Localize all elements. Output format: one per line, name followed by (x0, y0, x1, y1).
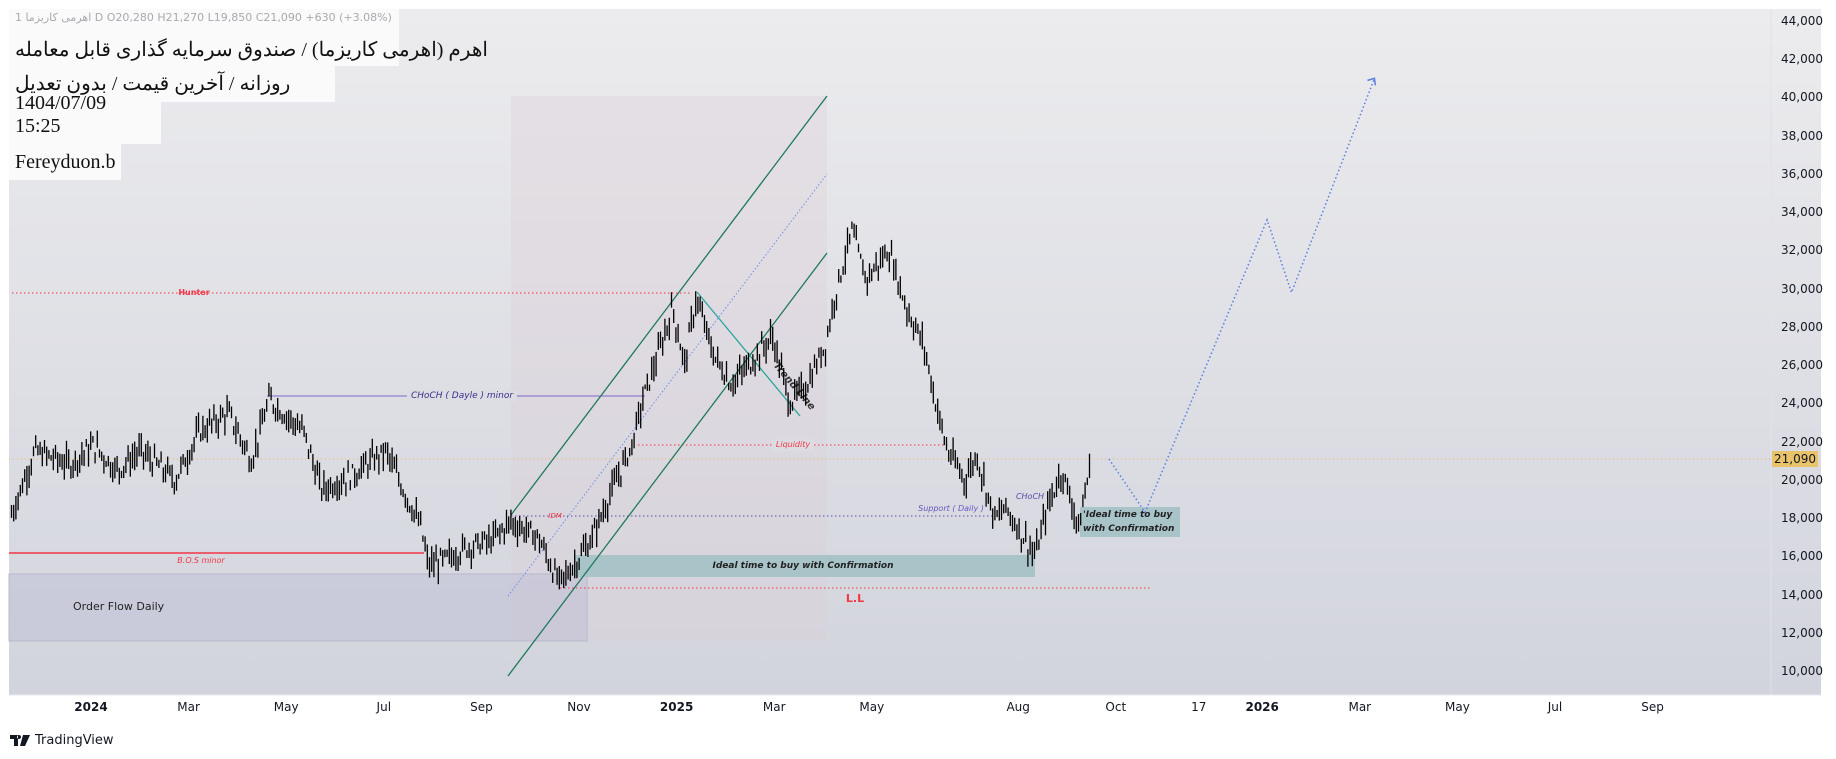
price-tick-label: 44,000 (1781, 14, 1823, 28)
price-tick-label: 12,000 (1781, 625, 1823, 640)
time-tick-label: 2025 (659, 700, 694, 714)
choch-minor-label: CHoCH ( Dayle ) minor (406, 390, 518, 402)
price-tick-label: 20,000 (1781, 472, 1823, 487)
legend-ohlc: اهرمی کاریزما 1 D O20,280 H21,270 L19,85… (15, 11, 392, 24)
choch-label: CHoCH (1015, 492, 1045, 501)
order-flow-box[interactable] (8, 573, 588, 642)
price-tick-label: 34,000 (1781, 205, 1823, 220)
legend-title: اهرم (اهرمی کاریزما) / صندوق سرمایه گذار… (15, 39, 488, 61)
time-tick-label: May (859, 700, 885, 714)
legend-subtitle: روزانه / آخرین قیمت / بدون تعدیل (15, 73, 291, 95)
price-tick-label: 10,000 (1781, 664, 1823, 678)
time-tick-label: May (273, 700, 299, 714)
ideal-buy-box[interactable] (574, 555, 1035, 577)
tradingview-wordmark: TradingView (35, 733, 114, 748)
time-tick-label: Sep (470, 700, 493, 714)
support-label: Support ( Daily ) (918, 504, 984, 513)
projection-arrow-icon (1367, 77, 1377, 86)
ideal-buy-small-line-2: with Confirmation (1083, 524, 1175, 534)
time-tick-label: Aug (1006, 700, 1030, 714)
order-flow-label: Order Flow Daily (73, 600, 165, 613)
price-tick-label: 38,000 (1781, 128, 1823, 143)
tradingview-icon (10, 735, 30, 746)
ideal-buy-small-label: 'Ideal time to buy with Confirmation (1083, 508, 1174, 536)
legend-title-box: اهرمی کاریزما 1 D O20,280 H21,270 L19,85… (9, 9, 488, 66)
time-tick-label: Sep (1641, 700, 1664, 714)
idm-label: IDM (548, 512, 562, 520)
price-tick-label: 16,000 (1781, 549, 1823, 564)
time-tick-label: May (1444, 700, 1470, 714)
price-tick-label: 18,000 (1781, 511, 1823, 526)
price-tick-label: 36,000 (1781, 166, 1823, 181)
price-tick-label: 40,000 (1781, 90, 1823, 105)
last-price-badge: 21,090 (1772, 451, 1818, 467)
channel-lower-line[interactable] (507, 252, 828, 677)
hunter-label: Hunter (178, 288, 210, 297)
legend-datetime-box: 1404/07/09 15:25 (9, 92, 161, 144)
channel-shade (511, 96, 827, 641)
price-tick-label: 32,000 (1781, 243, 1823, 258)
time-tick-label: 2024 (74, 700, 108, 714)
price-tick-label: 24,000 (1781, 396, 1823, 411)
bos-label: B.O.S minor (177, 556, 225, 565)
time-tick-label: 17 (1191, 700, 1207, 714)
legend-subtitle-box: روزانه / آخرین قیمت / بدون تعدیل (9, 66, 335, 102)
price-bars (10, 221, 1091, 590)
ideal-buy-small-line-1: 'Ideal time to buy (1083, 510, 1173, 520)
channel-upper-line[interactable] (510, 95, 828, 516)
price-tick-label: 30,000 (1781, 281, 1823, 296)
time-tick-label: Jul (1547, 700, 1563, 714)
time-tick-label: Mar (762, 700, 786, 714)
price-tick-label: 42,000 (1781, 52, 1823, 67)
time-tick-label: Nov (567, 700, 591, 714)
ideal-buy-label: Ideal time to buy with Confirmation (712, 561, 894, 571)
price-tick-label: 22,000 (1781, 434, 1823, 449)
legend-datetime: 1404/07/09 15:25 (15, 92, 107, 137)
ll-label: L.L (845, 592, 865, 605)
chart-pane[interactable] (9, 9, 1821, 695)
channel-mid-line[interactable] (507, 173, 828, 597)
time-tick-label: Mar (1348, 700, 1372, 714)
time-tick-label: Jul (376, 700, 392, 714)
time-tick-label: Mar (177, 700, 200, 714)
ideal-buy-box-small[interactable] (1080, 507, 1180, 537)
tradingview-logo[interactable]: TradingView (10, 733, 114, 748)
projection-path[interactable] (1108, 78, 1376, 514)
price-tick-label: 26,000 (1781, 358, 1823, 373)
time-tick-label: 2026 (1245, 700, 1279, 714)
liquidity-label: Liquidity (771, 439, 815, 451)
time-tick-label: Oct (1105, 700, 1127, 714)
price-tick-label: 14,000 (1781, 587, 1823, 602)
legend-author-box: Fereyduon.b (9, 144, 121, 180)
price-tick-label: 28,000 (1781, 319, 1823, 334)
legend-author: Fereyduon.b (15, 151, 116, 173)
